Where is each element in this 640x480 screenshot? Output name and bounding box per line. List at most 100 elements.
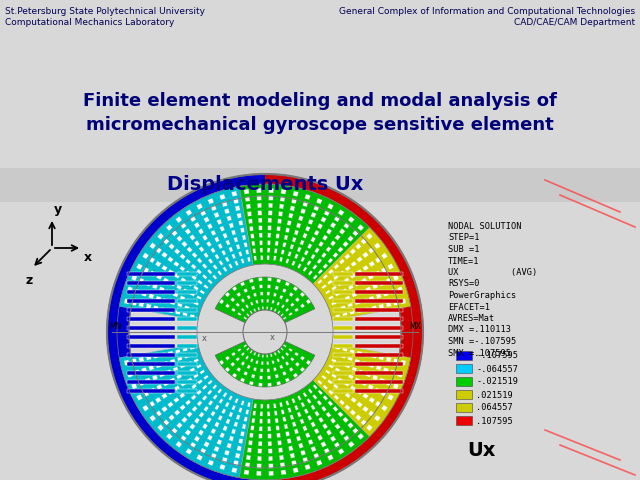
Polygon shape [174, 409, 180, 416]
Polygon shape [321, 216, 326, 223]
Polygon shape [387, 394, 394, 401]
Polygon shape [324, 448, 330, 454]
Polygon shape [337, 411, 344, 418]
Polygon shape [184, 228, 191, 235]
Polygon shape [166, 289, 172, 295]
Polygon shape [348, 285, 354, 290]
Bar [333, 335, 353, 339]
Polygon shape [253, 256, 257, 261]
Polygon shape [330, 418, 336, 424]
Polygon shape [161, 352, 166, 357]
Polygon shape [228, 395, 233, 401]
Bar [456, 416, 472, 424]
Polygon shape [275, 286, 279, 290]
Polygon shape [328, 258, 333, 264]
Polygon shape [279, 455, 284, 460]
Polygon shape [248, 218, 253, 224]
Text: x: x [84, 251, 92, 264]
Polygon shape [191, 384, 197, 389]
Polygon shape [371, 305, 377, 310]
Polygon shape [268, 419, 271, 424]
Polygon shape [327, 279, 333, 285]
Polygon shape [277, 440, 282, 445]
Polygon shape [393, 383, 399, 389]
Polygon shape [260, 248, 263, 252]
Bar [355, 380, 403, 384]
Polygon shape [393, 300, 399, 306]
Polygon shape [189, 367, 195, 372]
Polygon shape [300, 356, 305, 361]
Polygon shape [161, 406, 168, 412]
Polygon shape [268, 426, 271, 431]
Polygon shape [257, 449, 262, 454]
Polygon shape [221, 457, 228, 463]
Polygon shape [247, 402, 251, 407]
Polygon shape [186, 247, 193, 253]
Polygon shape [308, 388, 313, 394]
Polygon shape [166, 369, 172, 374]
Polygon shape [282, 371, 287, 376]
Polygon shape [267, 292, 270, 296]
Polygon shape [187, 377, 193, 383]
Polygon shape [300, 292, 305, 297]
Polygon shape [333, 395, 339, 400]
Polygon shape [138, 380, 144, 386]
Polygon shape [141, 291, 147, 297]
Polygon shape [339, 270, 345, 276]
Polygon shape [134, 369, 140, 375]
Polygon shape [170, 281, 175, 287]
Polygon shape [246, 313, 250, 317]
Polygon shape [289, 348, 292, 352]
Polygon shape [134, 288, 140, 295]
Polygon shape [223, 425, 228, 431]
Polygon shape [183, 288, 189, 293]
Polygon shape [163, 361, 168, 366]
Polygon shape [131, 358, 137, 364]
Polygon shape [332, 252, 339, 258]
Polygon shape [177, 303, 182, 307]
Polygon shape [161, 307, 166, 312]
Polygon shape [236, 414, 241, 420]
Polygon shape [204, 216, 210, 223]
Polygon shape [279, 402, 283, 407]
Polygon shape [253, 293, 257, 297]
Polygon shape [223, 233, 228, 239]
Bar [333, 308, 353, 312]
Polygon shape [280, 462, 285, 468]
Polygon shape [323, 274, 328, 279]
Polygon shape [290, 205, 295, 211]
Polygon shape [386, 357, 392, 362]
Polygon shape [348, 303, 353, 307]
Polygon shape [306, 299, 311, 304]
Polygon shape [228, 223, 234, 228]
Bar [177, 289, 197, 294]
Polygon shape [268, 203, 273, 208]
Polygon shape [355, 359, 360, 363]
Polygon shape [337, 247, 344, 252]
Polygon shape [243, 316, 247, 320]
Bar [0, 168, 640, 202]
Polygon shape [176, 285, 182, 290]
Polygon shape [196, 203, 203, 210]
Polygon shape [317, 223, 323, 229]
Polygon shape [277, 350, 280, 354]
Polygon shape [374, 242, 381, 249]
Polygon shape [297, 395, 301, 401]
Polygon shape [185, 388, 191, 394]
Polygon shape [156, 274, 163, 280]
Polygon shape [349, 311, 355, 315]
Polygon shape [247, 447, 252, 453]
Polygon shape [202, 395, 207, 401]
Polygon shape [206, 417, 212, 423]
Polygon shape [187, 361, 192, 366]
Polygon shape [334, 442, 340, 448]
Polygon shape [338, 361, 344, 366]
Polygon shape [352, 428, 359, 434]
Polygon shape [253, 367, 257, 372]
Polygon shape [186, 411, 193, 418]
Polygon shape [253, 403, 257, 408]
Text: NODAL SOLUTION: NODAL SOLUTION [448, 222, 522, 231]
Polygon shape [142, 405, 149, 411]
Polygon shape [258, 218, 262, 223]
Polygon shape [287, 438, 292, 444]
